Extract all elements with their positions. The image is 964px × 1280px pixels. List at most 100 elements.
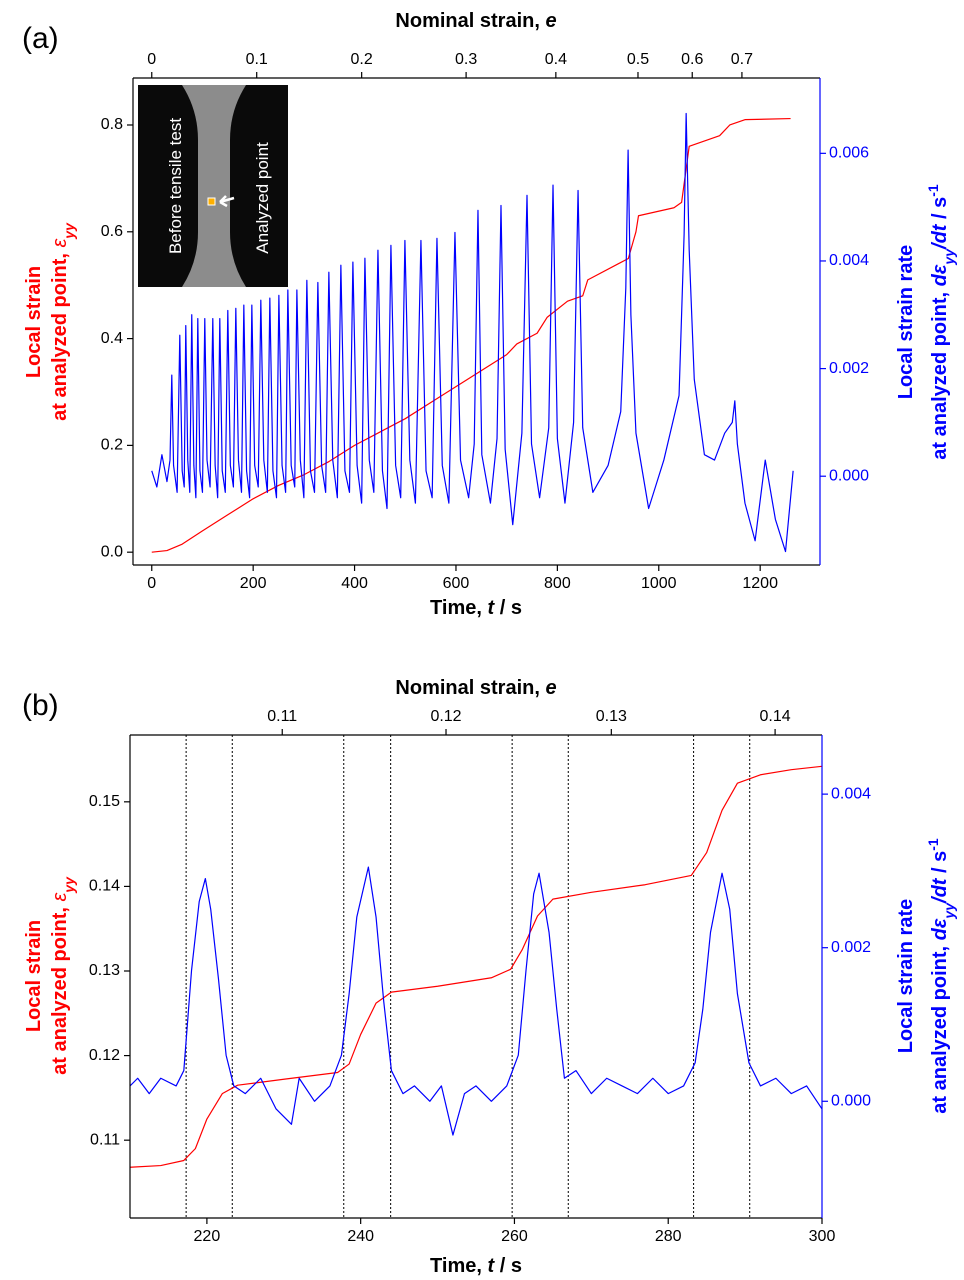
x-title-part: Time, [430, 597, 487, 619]
y2-title-part: at analyzed point, [929, 940, 951, 1113]
x-tick-label: 280 [655, 1228, 682, 1245]
panel-label: (a) [22, 22, 59, 55]
x2-title-part: Nominal strain, [395, 677, 545, 699]
x2-title-part: Nominal strain, [395, 10, 545, 32]
inset: Before tensile test Analyzed point [138, 85, 288, 287]
y2-tick-label: 0.004 [831, 785, 871, 802]
y-tick-label: 0.11 [90, 1131, 120, 1148]
y-title: Local strain [23, 266, 45, 378]
x2-title-part: e [545, 10, 556, 32]
x-tick-label: 1000 [641, 575, 677, 592]
x-title-part: t [487, 1255, 495, 1277]
analyzed-point [207, 197, 216, 206]
x2-tick-label: 0.13 [596, 708, 627, 725]
y-title-part: yy [61, 876, 77, 894]
x2-tick-label: 0.4 [545, 51, 567, 68]
y2-title-part: dε [929, 264, 951, 286]
y-tick-label: 0.4 [101, 330, 123, 347]
y-title-part: yy [61, 222, 77, 240]
data-line [151, 112, 794, 553]
y2-title: Local strain rate [895, 899, 917, 1054]
x2-tick-label: 0 [147, 51, 156, 68]
panel-label: (b) [22, 689, 59, 722]
y-title-part: Local strain [23, 266, 45, 378]
y2-title: at analyzed point, dεyy/dt / s-1 [925, 838, 957, 1114]
y-title: Local strain [23, 920, 45, 1032]
x-title: Time, t / s [430, 597, 522, 619]
x2-tick-label: 0.6 [681, 51, 703, 68]
x-tick-label: 400 [341, 575, 368, 592]
x2-tick-label: 0.3 [455, 51, 477, 68]
plots: 0 200 400 600 800 1000 1200 0.0 0.2 0.4 0.6 0.8 0.00… [89, 51, 871, 1245]
y2-title-part: / s [929, 851, 951, 879]
x-tick-label: 240 [347, 1228, 374, 1245]
x-title-part: t [487, 597, 495, 619]
x-title: Time, t / s [430, 1255, 522, 1277]
y2-tick-label: 0.000 [831, 1093, 871, 1110]
y-title-part: ε [49, 238, 71, 248]
y-tick-label: 0.13 [89, 962, 120, 979]
x2-tick-label: 0.5 [627, 51, 649, 68]
data-line [151, 117, 791, 553]
y2-tick-label: 0.006 [829, 145, 869, 162]
x-tick-label: 220 [194, 1228, 221, 1245]
x2-title-part: e [545, 677, 556, 699]
inset-grip [230, 85, 288, 287]
y-title: at analyzed point, εyy [49, 222, 77, 421]
y-title-part: Local strain [23, 920, 45, 1032]
x-tick-label: 300 [809, 1228, 836, 1245]
x2-tick-label: 0.7 [731, 51, 753, 68]
y2-title-part: yy [941, 248, 957, 266]
y2-tick-label: 0.002 [831, 939, 871, 956]
x2-tick-label: 0.11 [267, 708, 297, 725]
y-tick-label: 0.6 [101, 223, 123, 240]
y-tick-label: 0.8 [101, 116, 123, 133]
y2-title: Local strain rate [895, 245, 917, 400]
y2-title-part: /dt [929, 877, 951, 904]
x-title-part: Time, [430, 1255, 487, 1277]
data-line [130, 765, 822, 1168]
x-tick-label: 200 [240, 575, 267, 592]
inset-label: Before tensile test [166, 118, 185, 254]
y2-title-part: Local strain rate [895, 899, 917, 1054]
y2-title-part: Local strain rate [895, 245, 917, 400]
y2-title: at analyzed point, dεyy/dt / s-1 [925, 184, 957, 460]
y2-title-part: yy [941, 902, 957, 920]
y-tick-label: 0.15 [89, 793, 120, 810]
y-tick-label: 0.12 [89, 1047, 120, 1064]
y-tick-label: 0.14 [89, 878, 120, 895]
inset-arrow [219, 195, 235, 208]
y2-tick-label: 0.002 [829, 360, 869, 377]
x-tick-label: 600 [443, 575, 470, 592]
inset-grip [138, 85, 198, 287]
x2-tick-label: 0.12 [430, 708, 461, 725]
y2-tick-label: 0.004 [829, 252, 869, 269]
y2-title-part: / s [929, 197, 951, 225]
y-title-part: at analyzed point, [49, 248, 71, 421]
inset-label: Analyzed point [253, 142, 272, 254]
x-tick-label: 1200 [742, 575, 778, 592]
y-title: at analyzed point, εyy [49, 876, 77, 1075]
x-title-part: / s [494, 597, 522, 619]
x-title-part: / s [494, 1255, 522, 1277]
x-tick-label: 260 [501, 1228, 528, 1245]
x2-tick-label: 0.2 [351, 51, 373, 68]
y2-title-part: dε [929, 918, 951, 940]
y2-title-part: /dt [929, 223, 951, 250]
x-tick-label: 800 [544, 575, 571, 592]
y-tick-label: 0.0 [101, 543, 123, 560]
x2-tick-label: 0.1 [246, 51, 268, 68]
y2-tick-label: 0.000 [829, 467, 869, 484]
y-title-part: ε [49, 892, 71, 902]
y2-title-part: -1 [925, 184, 941, 197]
y-tick-label: 0.2 [101, 437, 123, 454]
x2-title: Nominal strain, e [395, 10, 556, 32]
x2-tick-label: 0.14 [760, 708, 791, 725]
x-tick-label: 0 [147, 575, 156, 592]
data-line [130, 866, 822, 1136]
y2-title-part: at analyzed point, [929, 286, 951, 459]
y2-title-part: -1 [925, 838, 941, 851]
y-title-part: at analyzed point, [49, 902, 71, 1075]
